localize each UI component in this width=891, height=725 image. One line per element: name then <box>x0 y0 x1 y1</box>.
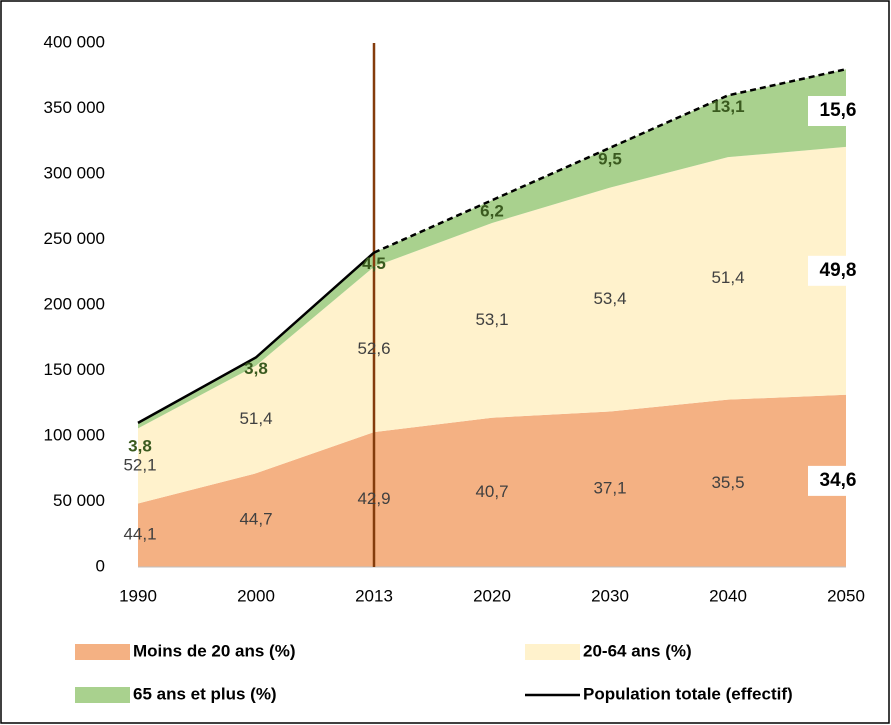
value-label: 34,6 <box>820 470 857 491</box>
label-box <box>808 465 868 496</box>
value-label: 9,5 <box>598 149 622 168</box>
x-tick-label: 2040 <box>709 586 747 605</box>
area <box>138 146 846 504</box>
y-tick-label: 0 <box>96 556 105 575</box>
legend-swatch <box>75 687 130 703</box>
legend-label: 65 ans et plus (%) <box>133 684 277 703</box>
legend-label: Population totale (effectif) <box>583 684 793 703</box>
legend-label: 20-64 ans (%) <box>583 641 692 660</box>
value-label: 52,6 <box>357 339 390 358</box>
label-box <box>808 255 868 286</box>
y-tick-label: 50 000 <box>53 491 105 510</box>
value-label: 53,4 <box>593 289 626 308</box>
y-tick-label: 150 000 <box>44 360 105 379</box>
y-tick-label: 350 000 <box>44 98 105 117</box>
y-tick-label: 250 000 <box>44 229 105 248</box>
label-box <box>808 96 868 126</box>
legend-swatch <box>75 644 130 660</box>
legend-swatch <box>525 644 580 660</box>
y-tick-label: 400 000 <box>44 32 105 51</box>
x-tick-label: 2000 <box>237 586 275 605</box>
x-tick-label: 1990 <box>119 586 157 605</box>
y-tick-label: 200 000 <box>44 294 105 313</box>
x-tick-label: 2013 <box>355 586 393 605</box>
value-label: 3,8 <box>244 359 268 378</box>
value-label: 44,7 <box>239 510 272 529</box>
value-label: 6,2 <box>480 202 504 221</box>
value-label: 15,6 <box>820 100 857 121</box>
legend-label: Moins de 20 ans (%) <box>133 641 295 660</box>
value-label: 13,1 <box>711 97 744 116</box>
value-label: 35,5 <box>711 473 744 492</box>
value-label: 52,1 <box>123 455 156 474</box>
value-label: 53,1 <box>475 310 508 329</box>
x-tick-label: 2020 <box>473 586 511 605</box>
x-tick-label: 2030 <box>591 586 629 605</box>
value-label: 51,4 <box>239 409 272 428</box>
value-label: 3,8 <box>128 436 152 455</box>
value-label: 49,8 <box>820 260 857 281</box>
y-tick-label: 100 000 <box>44 425 105 444</box>
value-label: 37,1 <box>593 479 626 498</box>
x-tick-label: 2050 <box>827 586 865 605</box>
y-tick-label: 300 000 <box>44 163 105 182</box>
area <box>138 69 846 429</box>
value-label: 51,4 <box>711 268 744 287</box>
value-label: 42,9 <box>357 489 390 508</box>
value-label: 40,7 <box>475 482 508 501</box>
area <box>138 394 846 567</box>
total-line <box>137 251 375 424</box>
value-label: 4,5 <box>362 254 386 273</box>
value-label: 44,1 <box>123 525 156 544</box>
